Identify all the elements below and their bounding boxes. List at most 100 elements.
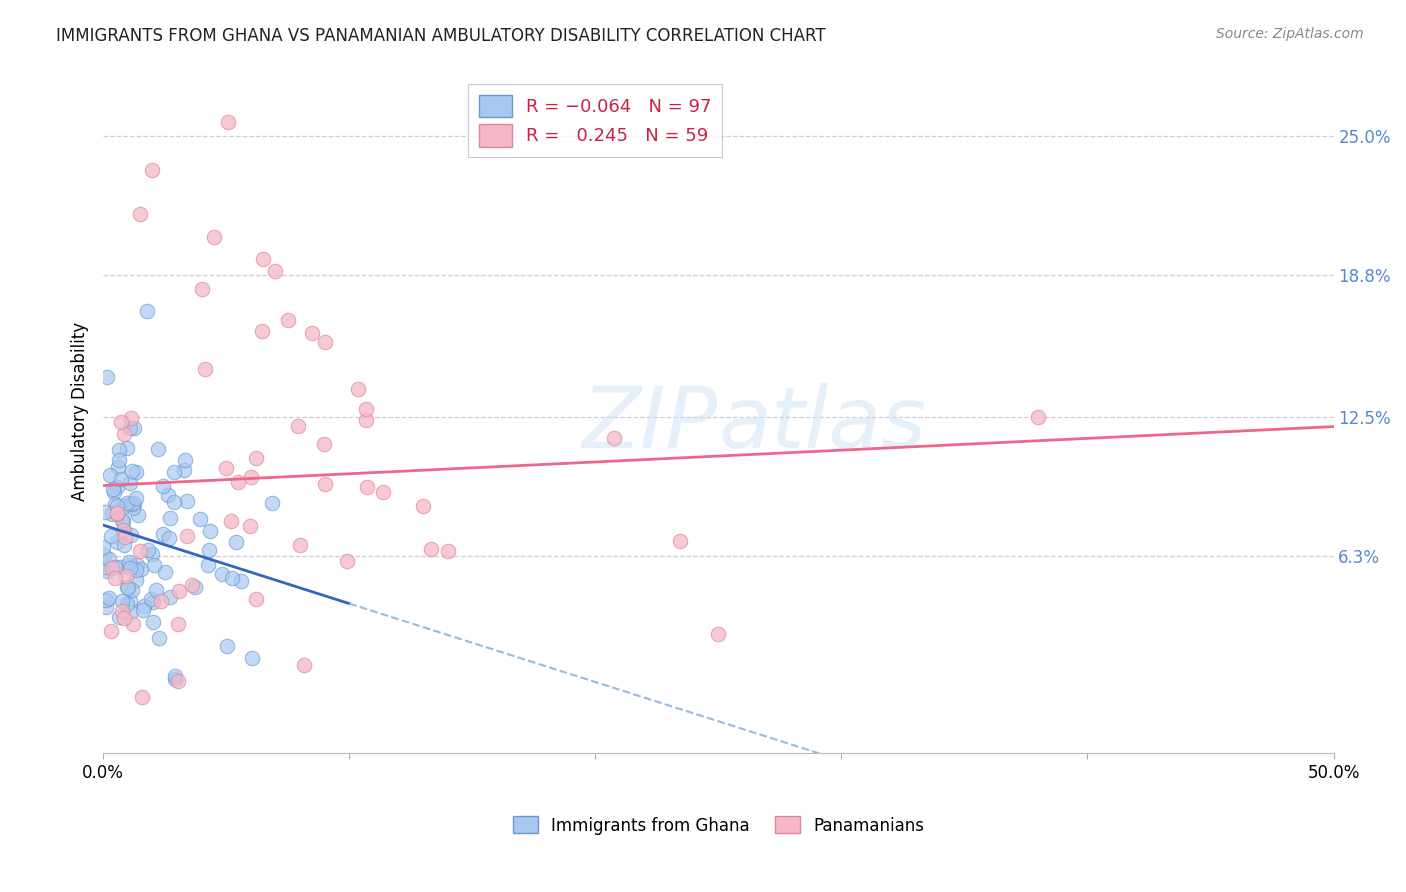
Point — [157, 531, 180, 545]
Point — [108, 442, 131, 457]
Point — [288, 538, 311, 552]
Point — [129, 562, 152, 576]
Point — [239, 470, 262, 484]
Point — [301, 326, 323, 341]
Point — [100, 529, 122, 543]
Point — [125, 573, 148, 587]
Point — [165, 672, 187, 686]
Point — [103, 485, 125, 500]
Point — [188, 512, 211, 526]
Point — [239, 519, 262, 533]
Text: atlas: atlas — [718, 384, 927, 467]
Point — [111, 593, 134, 607]
Point — [120, 560, 142, 574]
Point — [412, 500, 434, 514]
Point — [115, 598, 138, 612]
Point — [156, 487, 179, 501]
Point — [125, 491, 148, 506]
Point — [105, 506, 128, 520]
Point — [225, 535, 247, 549]
Point — [198, 543, 221, 558]
Point — [125, 466, 148, 480]
Point — [163, 669, 186, 683]
Point — [112, 538, 135, 552]
Point — [152, 527, 174, 541]
Point — [132, 599, 155, 613]
Y-axis label: Ambulatory Disability: Ambulatory Disability — [72, 321, 89, 500]
Point — [314, 335, 336, 350]
Point — [669, 533, 692, 548]
Point — [110, 415, 132, 429]
Point — [127, 508, 149, 523]
Point — [120, 411, 142, 425]
Point — [117, 581, 139, 595]
Point — [139, 591, 162, 606]
Point — [215, 461, 238, 475]
Point — [176, 494, 198, 508]
Point — [166, 617, 188, 632]
Point — [287, 419, 309, 434]
Point — [347, 382, 370, 396]
Point — [252, 325, 274, 339]
Point — [93, 548, 115, 562]
Point — [98, 591, 121, 606]
Point — [118, 420, 141, 434]
Point — [105, 480, 128, 494]
Point — [115, 441, 138, 455]
Point — [118, 555, 141, 569]
Point — [419, 541, 441, 556]
Point — [127, 558, 149, 572]
Point — [132, 603, 155, 617]
Point — [108, 560, 131, 574]
Point — [111, 513, 134, 527]
Point — [252, 252, 274, 267]
Point — [142, 615, 165, 629]
Point — [167, 673, 190, 688]
Point — [354, 401, 377, 416]
Point — [141, 548, 163, 562]
Point — [145, 582, 167, 597]
Point — [336, 554, 359, 568]
Point — [94, 560, 117, 574]
Point — [197, 558, 219, 572]
Point — [277, 313, 299, 327]
Point — [104, 497, 127, 511]
Point — [118, 558, 141, 573]
Point — [217, 639, 239, 653]
Point — [354, 412, 377, 426]
Point — [153, 565, 176, 579]
Point — [120, 475, 142, 490]
Point — [112, 514, 135, 528]
Point — [217, 115, 239, 129]
Point — [122, 497, 145, 511]
Point — [226, 475, 249, 489]
Point — [262, 496, 284, 510]
Point — [100, 624, 122, 639]
Point — [603, 431, 626, 445]
Point — [117, 580, 139, 594]
Point — [159, 511, 181, 525]
Point — [122, 421, 145, 435]
Point — [121, 464, 143, 478]
Point — [292, 657, 315, 672]
Point — [198, 524, 221, 538]
Point — [211, 567, 233, 582]
Point — [142, 595, 165, 609]
Point — [229, 574, 252, 589]
Point — [136, 542, 159, 557]
Point — [105, 507, 128, 521]
Point — [245, 450, 267, 465]
Point — [131, 690, 153, 705]
Point — [707, 627, 730, 641]
Point — [115, 569, 138, 583]
Point — [163, 494, 186, 508]
Point — [125, 564, 148, 578]
Point — [245, 592, 267, 607]
Text: ZIP: ZIP — [582, 384, 718, 467]
Point — [141, 162, 163, 177]
Point — [371, 485, 394, 500]
Point — [107, 535, 129, 549]
Point — [162, 465, 184, 479]
Point — [115, 496, 138, 510]
Point — [110, 603, 132, 617]
